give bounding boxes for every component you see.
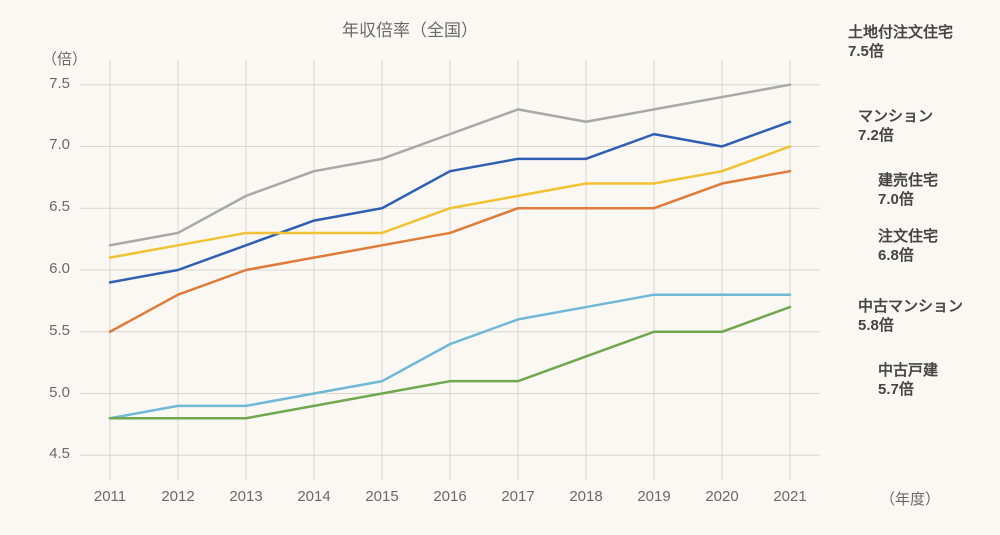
series-label-chuko-kodate: 中古戸建 5.7倍 [878,362,938,400]
x-tick-label: 2021 [765,488,815,505]
x-tick-label: 2017 [493,488,543,505]
x-tick-label: 2016 [425,488,475,505]
series-label-chumon: 注文住宅 6.8倍 [878,228,938,266]
x-tick-label: 2018 [561,488,611,505]
x-tick-label: 2019 [629,488,679,505]
series-label-tochi-tsuki-chumon: 土地付注文住宅 7.5倍 [848,24,953,62]
x-tick-label: 2014 [289,488,339,505]
series-label-chuko-mansion: 中古マンション 5.8倍 [858,298,963,336]
series-label-mansion: マンション 7.2倍 [858,108,933,146]
y-tick-label: 6.5 [30,198,70,215]
y-tick-label: 5.0 [30,384,70,401]
y-tick-label: 7.5 [30,75,70,92]
y-tick-label: 5.5 [30,322,70,339]
y-tick-label: 4.5 [30,445,70,462]
x-tick-label: 2013 [221,488,271,505]
x-tick-label: 2020 [697,488,747,505]
plot-area [0,0,1000,535]
y-tick-label: 7.0 [30,136,70,153]
x-tick-label: 2015 [357,488,407,505]
line-chart: 年収倍率（全国） （倍） （年度） 4.55.05.56.06.57.07.52… [0,0,1000,535]
y-tick-label: 6.0 [30,260,70,277]
x-tick-label: 2011 [85,488,135,505]
series-label-tateuri: 建売住宅 7.0倍 [878,172,938,210]
x-tick-label: 2012 [153,488,203,505]
